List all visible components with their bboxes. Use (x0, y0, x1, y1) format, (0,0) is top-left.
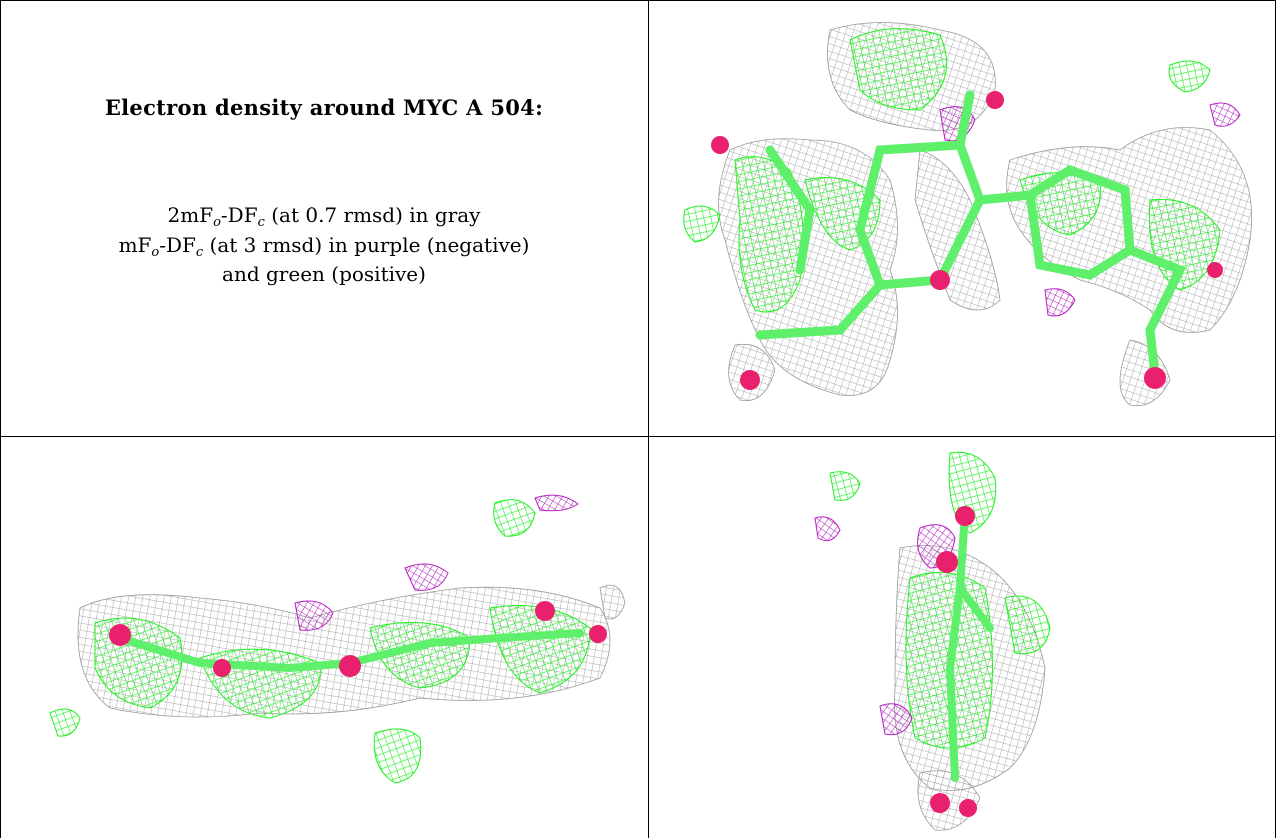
caption-line-colors: and green (positive) (222, 262, 426, 286)
oxygen-atoms (930, 506, 977, 817)
mesh-negative (939, 102, 1241, 317)
caption-line-fofc: mFo-DFc (at 3 rmsd) in purple (negative) (118, 233, 530, 260)
table-row-divider (0, 436, 1276, 437)
table-border-left (0, 0, 1, 838)
table-border-top (0, 0, 1276, 1)
caption-title: Electron density around MYC A 504: (104, 95, 544, 120)
mesh-2fofc (77, 584, 626, 718)
density-image-side-view (49, 494, 626, 784)
oxygen-atoms (109, 601, 607, 677)
ligand-model (945, 509, 994, 782)
mesh-negative (294, 494, 579, 631)
ligand-model (755, 90, 1187, 380)
caption-cell: Electron density around MYC A 504: 2mFo-… (0, 0, 648, 436)
density-image-top-view (683, 22, 1253, 407)
density-panel-end-view (650, 438, 1276, 838)
density-panel-top-view (650, 0, 1276, 436)
table-column-divider (648, 0, 649, 838)
density-panel-side-view (0, 438, 648, 838)
oxygen-atoms (711, 91, 1223, 390)
density-image-end-view (814, 451, 1051, 831)
caption-line-2fofc: 2mFo-DFc (at 0.7 rmsd) in gray (167, 203, 481, 230)
